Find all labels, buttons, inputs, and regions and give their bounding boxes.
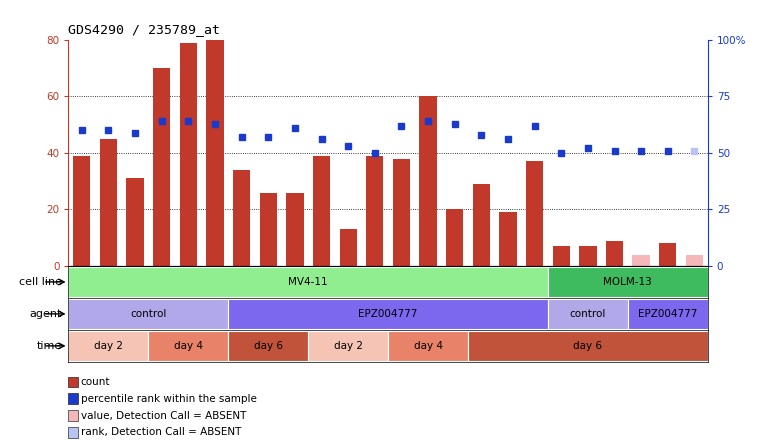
Text: percentile rank within the sample: percentile rank within the sample: [81, 394, 256, 404]
Text: day 2: day 2: [94, 341, 123, 351]
Text: MOLM-13: MOLM-13: [603, 277, 652, 287]
Bar: [499, 212, 517, 266]
Bar: [68, 266, 548, 297]
Bar: [632, 255, 650, 266]
Bar: [126, 178, 144, 266]
Text: value, Detection Call = ABSENT: value, Detection Call = ABSENT: [81, 411, 246, 420]
Bar: [233, 170, 250, 266]
Bar: [468, 330, 708, 361]
Bar: [148, 330, 228, 361]
Bar: [313, 156, 330, 266]
Bar: [526, 162, 543, 266]
Bar: [659, 243, 677, 266]
Text: day 4: day 4: [174, 341, 203, 351]
Bar: [68, 330, 148, 361]
Text: day 6: day 6: [573, 341, 603, 351]
Bar: [393, 159, 410, 266]
Bar: [686, 255, 703, 266]
Bar: [388, 330, 468, 361]
Text: day 6: day 6: [253, 341, 283, 351]
Bar: [260, 193, 277, 266]
Bar: [366, 156, 384, 266]
Bar: [446, 210, 463, 266]
Bar: [548, 266, 708, 297]
Bar: [228, 298, 548, 329]
Bar: [473, 184, 490, 266]
Bar: [552, 246, 570, 266]
Text: control: control: [570, 309, 606, 319]
Text: MV4-11: MV4-11: [288, 277, 328, 287]
Bar: [308, 330, 388, 361]
Text: cell line: cell line: [19, 277, 62, 287]
Text: agent: agent: [30, 309, 62, 319]
Bar: [419, 96, 437, 266]
Text: day 2: day 2: [333, 341, 363, 351]
Bar: [100, 139, 117, 266]
Bar: [606, 241, 623, 266]
Text: EPZ004777: EPZ004777: [358, 309, 418, 319]
Bar: [286, 193, 304, 266]
Bar: [228, 330, 308, 361]
Text: EPZ004777: EPZ004777: [638, 309, 698, 319]
Text: time: time: [37, 341, 62, 351]
Bar: [548, 298, 628, 329]
Bar: [68, 298, 228, 329]
Bar: [153, 68, 170, 266]
Text: day 4: day 4: [413, 341, 443, 351]
Bar: [339, 229, 357, 266]
Bar: [628, 298, 708, 329]
Text: rank, Detection Call = ABSENT: rank, Detection Call = ABSENT: [81, 428, 241, 437]
Bar: [206, 40, 224, 266]
Text: count: count: [81, 377, 110, 387]
Bar: [579, 246, 597, 266]
Text: GDS4290 / 235789_at: GDS4290 / 235789_at: [68, 23, 221, 36]
Text: control: control: [130, 309, 167, 319]
Bar: [73, 156, 91, 266]
Bar: [180, 43, 197, 266]
